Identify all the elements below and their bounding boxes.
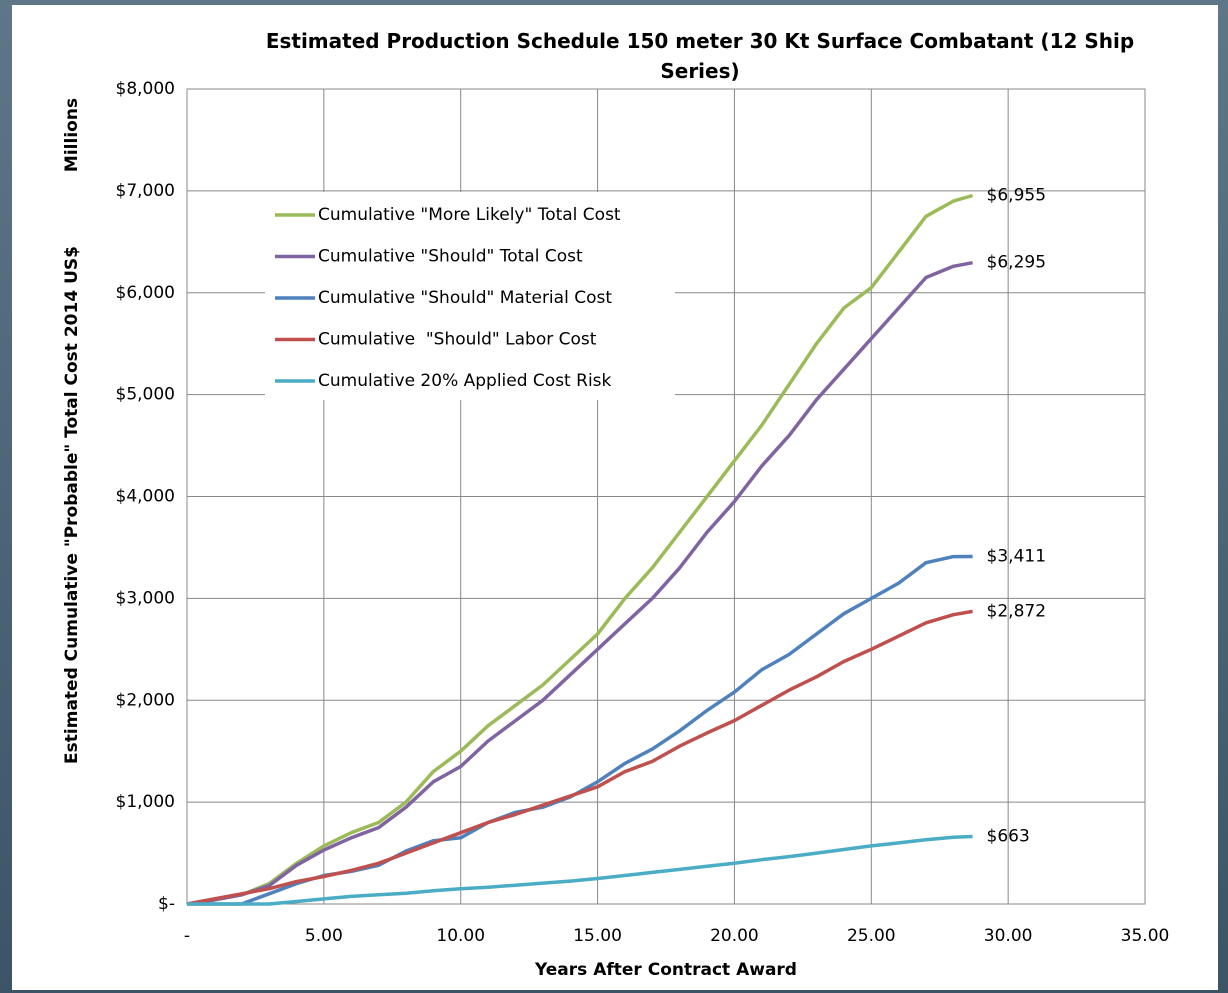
y-tick-label: $8,000 — [116, 79, 175, 99]
legend-label: Cumulative 20% Applied Cost Risk — [318, 371, 612, 391]
y-tick-label: $5,000 — [116, 385, 175, 405]
y-tick-label: $1,000 — [116, 792, 175, 812]
y-tick-label: $3,000 — [116, 588, 175, 608]
y-tick-label: $6,000 — [116, 283, 175, 303]
data-label: $6,295 — [987, 253, 1046, 273]
y-tick-label: $7,000 — [116, 181, 175, 201]
x-tick-label: - — [184, 926, 190, 946]
x-tick-label: 5.00 — [305, 926, 343, 946]
chart-area — [12, 5, 1218, 990]
y-tick-label: $2,000 — [116, 690, 175, 710]
x-tick-label: 25.00 — [847, 926, 896, 946]
x-tick-label: 15.00 — [573, 926, 622, 946]
y-axis-title: Estimated Cumulative "Probable" Total Co… — [62, 246, 82, 764]
y-tick-label: $- — [158, 894, 175, 914]
y-unit-label: Millions — [62, 98, 82, 172]
x-tick-label: 20.00 — [710, 926, 759, 946]
legend-label: Cumulative "Should" Labor Cost — [318, 330, 597, 350]
legend-label: Cumulative "More Likely" Total Cost — [318, 205, 621, 225]
x-tick-label: 10.00 — [436, 926, 485, 946]
data-label: $3,411 — [987, 547, 1046, 567]
data-label: $6,955 — [987, 185, 1046, 205]
data-label: $2,872 — [987, 601, 1046, 621]
chart: Years After Contract Award Estimated Cum… — [0, 0, 1228, 993]
x-tick-label: 30.00 — [984, 926, 1033, 946]
y-tick-label: $4,000 — [116, 487, 175, 507]
chart-title: Estimated Production Schedule 150 meter … — [240, 26, 1160, 86]
legend-label: Cumulative "Should" Total Cost — [318, 247, 583, 267]
data-label: $663 — [987, 826, 1030, 846]
x-axis-title: Years After Contract Award — [534, 960, 797, 980]
page: Years After Contract Award Estimated Cum… — [0, 0, 1228, 993]
x-tick-label: 35.00 — [1121, 926, 1170, 946]
legend-label: Cumulative "Should" Material Cost — [318, 288, 612, 308]
